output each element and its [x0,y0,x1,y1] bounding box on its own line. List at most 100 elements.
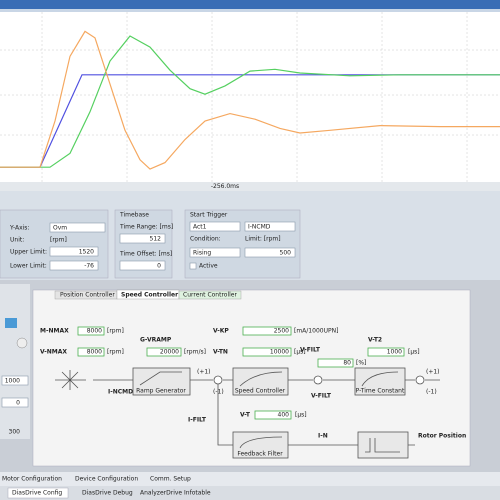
signal-label: Rotor Position [418,433,466,440]
param-name: G-VRAMP [140,337,172,344]
param-value: 1000 [387,349,402,356]
block-label: Ramp Generator [136,388,186,395]
param-unit: [rpm] [107,349,124,356]
taskbar-label[interactable]: AnalyzerDrive Infotable [140,490,211,497]
param-input[interactable] [242,326,292,336]
block [132,367,191,396]
value: Rising [193,250,211,257]
label: Unit: [10,237,24,244]
param-input[interactable] [242,347,292,357]
param-value: 400 [278,412,290,419]
label: Active [199,263,218,270]
param-input[interactable] [77,347,105,357]
label: Upper Limit: [10,249,47,256]
param-input[interactable] [367,347,405,357]
sign: (+1) [197,369,211,376]
label: Time Offset: [ms] [119,251,172,258]
dropdown[interactable] [49,222,106,233]
value: I-NCMD [248,224,271,231]
dropdown[interactable] [189,247,241,258]
signal-label: I-FILT [188,417,207,424]
group-title: Start Trigger [190,212,228,219]
input[interactable] [1,375,29,386]
side-panel [0,284,30,439]
value: Ovm [53,225,67,232]
value: 0 [157,263,161,270]
param-value: 8000 [87,349,102,356]
param-value: 8000 [87,328,102,335]
footer-tab[interactable]: Motor Configuration [2,476,62,483]
param-name: V-TN [213,349,228,356]
param-name: V-T [240,412,251,419]
value: -76 [84,263,94,270]
checkbox[interactable] [189,262,197,270]
side-button[interactable] [16,337,28,349]
signal-label: I-NCMD [108,389,133,396]
tab-label: Speed Controller [121,292,178,299]
footer-tabs [0,472,500,486]
param-input[interactable] [146,347,182,357]
param-value: 10000 [270,349,289,356]
param-input[interactable] [77,326,105,336]
taskbar-label[interactable]: DiasDrive Debug [82,490,133,497]
input[interactable] [49,246,99,257]
block [354,367,406,396]
param-name: M-NMAX [40,328,69,335]
input[interactable] [119,260,166,271]
dropdown[interactable] [189,221,241,232]
signal-label: I-N [318,433,328,440]
value: 1000 [5,378,20,385]
tab-label: Position Controller [60,292,115,299]
param-unit: [rpm] [107,328,124,335]
input[interactable] [1,397,29,408]
param-ref: V-FILT [311,393,332,400]
param-input[interactable] [317,358,354,368]
param-unit: [µs] [294,349,306,356]
signal-curve [0,30,500,170]
block-diagram: I-NCMD Ramp Generator (+1) (-1) Speed Co… [48,367,466,459]
toolbar [0,9,500,12]
block-label: Speed Controller [235,388,286,395]
value: 1520 [79,249,94,256]
param-value: 80 [343,360,351,367]
param-name: V-NMAX [40,349,67,356]
node [313,375,323,385]
side-button[interactable] [5,318,17,328]
title-bar [0,0,500,9]
param-name: V-KP [213,328,229,335]
input[interactable] [244,247,296,258]
value: 500 [280,250,292,257]
label: Lower Limit: [10,263,47,270]
group-title: Timebase [119,212,149,219]
block-label: P-Time Constant [356,388,405,395]
param-unit: [µs] [408,349,420,356]
footer-tab[interactable]: Device Configuration [75,476,138,483]
param-value: 20000 [160,349,179,356]
label: Time Range: [ms] [119,224,173,231]
value: Act1 [193,224,207,231]
sum [415,375,425,385]
block [357,431,409,459]
value: 300 [9,429,21,436]
taskbar-label: DiasDrive Config [12,490,62,497]
label: Condition: [190,236,221,243]
sum [213,375,223,385]
trigger-group [184,209,301,279]
sign: (+1) [426,369,440,376]
param-value: 2500 [274,328,289,335]
input[interactable] [49,260,99,271]
dropdown[interactable] [244,221,296,232]
footer-tab[interactable]: Comm. Setup [150,476,191,483]
tab[interactable] [178,290,242,300]
param-input[interactable] [254,410,292,420]
param-unit: [%] [356,360,366,367]
taskbar-item[interactable] [7,487,69,499]
block-label: Feedback Filter [237,451,283,458]
label: Y-Axis: [9,225,29,232]
plot-area [0,12,500,182]
input[interactable] [119,233,166,244]
taskbar [0,486,500,500]
value: [rpm] [50,237,67,244]
